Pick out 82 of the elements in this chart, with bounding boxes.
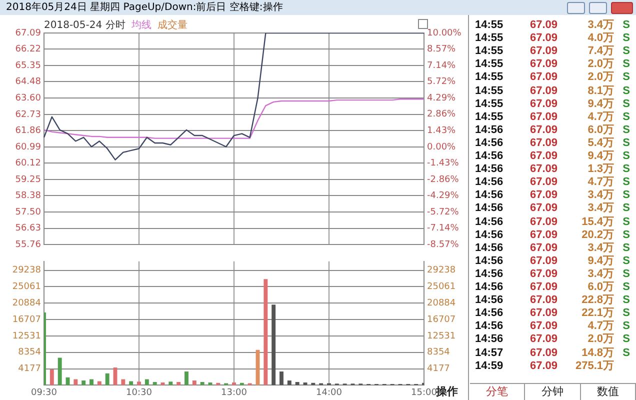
y2-tick-label: -4.29% <box>427 191 460 202</box>
y2-tick-label: 12531 <box>427 331 456 342</box>
text: 14:56 67.09 9.4万 S <box>475 150 630 162</box>
x-tick-label: 15:00 <box>411 388 438 398</box>
text: 14:55 67.09 9.4万 S <box>475 98 630 110</box>
y-tick-label: 60.12 <box>15 158 41 169</box>
text: 14:55 67.09 2.0万 S <box>475 58 630 70</box>
y-tick-label: 65.35 <box>15 60 41 71</box>
text: 14:55 67.09 8.1万 S <box>475 84 630 96</box>
y2-tick-label: 20884 <box>427 298 456 308</box>
y-tick-label: 29238 <box>12 266 42 276</box>
text: 14:56 67.09 5.4万 S <box>475 136 630 149</box>
y2-tick-label: -7.14% <box>427 224 460 234</box>
text: 14:56 67.09 4.7万 S <box>475 320 630 332</box>
text: 14:56 67.09 1.3万 S <box>475 163 630 176</box>
y2-tick-label: 0.00% <box>427 142 456 152</box>
text: 14:56 67.09 3.4万 S <box>475 202 630 214</box>
y2-tick-label: 4.29% <box>427 93 456 104</box>
y2-tick-label: -2.86% <box>427 174 460 185</box>
text: 14:56 67.09 2.0万 S <box>475 333 630 346</box>
y-tick-label: 16707 <box>12 314 41 325</box>
text: 14:56 67.09 20.2万 S <box>475 228 630 241</box>
category-label: 分钟 <box>525 384 581 400</box>
y2-tick-label: 4177 <box>427 364 450 374</box>
text: 成交量 <box>157 20 188 31</box>
y2-tick-label: 2.86% <box>427 110 456 120</box>
x-tick-label: 14:00 <box>316 388 342 398</box>
text: 14:55 67.09 3.4万 S <box>475 19 630 31</box>
y2-tick-label: -1.43% <box>427 158 460 169</box>
y2-tick-label: 10.00% <box>427 28 462 38</box>
y-tick-label: 20884 <box>12 298 42 308</box>
chart-subtitle: 2018-05-24 分时 <box>44 20 126 31</box>
y2-tick-label: 25061 <box>427 282 456 292</box>
y-tick-label: 4177 <box>18 364 41 374</box>
y-tick-label: 56.63 <box>15 224 41 234</box>
y-tick-label: 60.99 <box>15 142 42 152</box>
text: 14:56 67.09 15.4万 S <box>475 216 630 228</box>
text: 14:57 67.09 14.8万 S <box>475 346 630 358</box>
y-tick-label: 63.60 <box>15 94 42 104</box>
category-label: 分笔 <box>470 384 526 400</box>
y2-tick-label: -5.72% <box>427 207 460 218</box>
y-tick-label: 12531 <box>12 331 41 342</box>
text: 14:56 67.09 3.4万 S <box>475 268 630 280</box>
y2-tick-label: 29238 <box>427 266 456 276</box>
text: 14:55 67.09 4.0万 S <box>475 32 630 44</box>
x-tick-label: 09:30 <box>31 388 58 398</box>
text: 14:55 67.09 7.4万 S <box>475 45 630 58</box>
y2-tick-label: -8.57% <box>427 240 460 250</box>
text: 14:56 67.09 3.4万 S <box>475 189 630 202</box>
x-tick-label: 13:00 <box>221 388 248 398</box>
y-tick-label: 66.22 <box>15 44 41 55</box>
y2-tick-label: 8354 <box>427 348 450 358</box>
y2-tick-label: 8.57% <box>427 44 456 55</box>
text: 14:56 67.09 22.8万 S <box>475 294 630 306</box>
y-tick-label: 57.50 <box>15 207 42 218</box>
text: 14:55 67.09 2.0万 S <box>475 71 630 84</box>
text: 14:56 67.09 3.4万 S <box>475 242 630 254</box>
text: 14:56 67.09 9.4万 S <box>475 254 630 267</box>
y2-tick-label: 7.14% <box>427 60 456 71</box>
y-tick-label: 55.76 <box>15 240 42 250</box>
y2-tick-label: 5.72% <box>427 77 456 88</box>
chart-title: 2018年05月24日 星期四 PageUp/Down:前后日 空格键:操作 <box>6 0 283 15</box>
text: 14:56 67.09 22.1万 S <box>475 307 630 320</box>
text: 14:59 67.09 275.1万 <box>475 360 614 372</box>
y2-tick-label: 16707 <box>427 314 456 325</box>
y-tick-label: 59.25 <box>15 174 41 185</box>
y-tick-label: 64.48 <box>15 77 42 88</box>
text: 操作 <box>436 384 458 399</box>
x-tick-label: 10:30 <box>126 388 152 398</box>
text: 14:55 67.09 4.7万 S <box>475 110 630 123</box>
text: 14:56 67.09 6.0万 S <box>475 281 630 293</box>
text: 14:56 67.09 6.0万 S <box>475 124 630 136</box>
category-label: 数值 <box>580 384 636 400</box>
text: 均线 <box>131 20 152 31</box>
y-tick-label: 25061 <box>12 282 41 292</box>
y-tick-label: 61.86 <box>15 126 42 136</box>
y2-tick-label: 1.43% <box>427 126 456 136</box>
y-tick-label: 58.38 <box>15 191 42 202</box>
text: 14:56 67.09 4.7万 S <box>475 176 630 188</box>
y-tick-label: 8354 <box>18 348 42 358</box>
y-tick-label: 67.09 <box>15 28 42 38</box>
y-tick-label: 62.73 <box>15 110 41 120</box>
